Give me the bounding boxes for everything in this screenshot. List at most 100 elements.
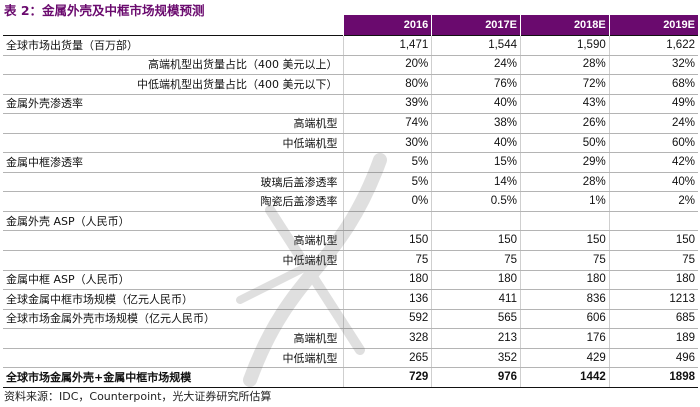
- value-cell: 150: [520, 230, 610, 252]
- value-cell: 565: [431, 309, 521, 330]
- value-cell: 1,622: [609, 35, 698, 56]
- row-label: 高端机型: [3, 113, 344, 134]
- value-cell: 5%: [343, 172, 433, 193]
- table-row: 高端机型 150 150 150 150: [3, 230, 698, 252]
- value-cell: [431, 211, 521, 232]
- table-row: 中低端机型 265 352 429 496: [3, 348, 698, 369]
- row-label: 全球市场出货量（百万部）: [3, 35, 344, 56]
- table-row: 中低端机型 75 75 75 75: [3, 250, 698, 271]
- header-row: 2016 2017E 2018E 2019E: [3, 15, 698, 36]
- value-cell: [343, 211, 433, 232]
- value-cell: 68%: [609, 74, 698, 95]
- table-row: 金属中框 ASP（人民币） 180 180 180 180: [3, 270, 698, 291]
- table-row: 全球市场金属外壳市场规模（亿元人民币） 592 565 606 685: [3, 309, 698, 330]
- table-row: 高端机型 74% 38% 26% 24%: [3, 113, 698, 134]
- value-cell: 75: [609, 250, 698, 271]
- value-cell: 0.5%: [431, 191, 521, 212]
- row-label: 全球金属中框市场规模（亿元人民币）: [3, 289, 344, 310]
- header-cell: 2017E: [431, 15, 521, 36]
- table-row: 高端机型 328 213 176 189: [3, 328, 698, 349]
- value-cell: 1213: [609, 289, 698, 310]
- row-label: 中低端机型: [3, 348, 344, 369]
- value-cell: 40%: [431, 133, 521, 154]
- value-cell: 265: [343, 348, 433, 369]
- value-cell: 24%: [609, 113, 698, 134]
- value-cell: 592: [343, 309, 433, 330]
- value-cell: 685: [609, 309, 698, 330]
- row-label: 中低端机型出货量占比（400 美元以下）: [3, 74, 344, 95]
- value-cell: 213: [431, 328, 521, 349]
- value-cell: 176: [520, 328, 610, 349]
- row-label: 金属外壳 ASP（人民币）: [3, 211, 344, 232]
- total-value-cell: 729: [343, 367, 433, 388]
- row-label: 全球市场金属外壳市场规模（亿元人民币）: [3, 309, 344, 330]
- value-cell: 496: [609, 348, 698, 369]
- value-cell: 40%: [431, 94, 521, 115]
- value-cell: 42%: [609, 152, 698, 173]
- source-note: 资料来源：IDC，Counterpoint，光大证券研究所估算: [4, 390, 272, 403]
- value-cell: 836: [520, 289, 610, 310]
- header-cell: 2018E: [520, 15, 610, 36]
- value-cell: 43%: [520, 94, 610, 115]
- row-label: 中低端机型: [3, 250, 344, 271]
- value-cell: 150: [343, 230, 433, 252]
- row-label: 陶瓷后盖渗透率: [3, 191, 344, 212]
- table-row: 全球金属中框市场规模（亿元人民币） 136 411 836 1213: [3, 289, 698, 310]
- value-cell: 136: [343, 289, 433, 310]
- value-cell: 150: [431, 230, 521, 252]
- value-cell: 1%: [520, 191, 610, 212]
- table-row: 中低端机型出货量占比（400 美元以下） 80% 76% 72% 68%: [3, 74, 698, 95]
- total-value-cell: 1898: [609, 367, 698, 388]
- value-cell: 76%: [431, 74, 521, 95]
- value-cell: 29%: [520, 152, 610, 173]
- value-cell: 180: [431, 270, 521, 291]
- value-cell: 180: [609, 270, 698, 291]
- row-label: 玻璃后盖渗透率: [3, 172, 344, 193]
- value-cell: 180: [520, 270, 610, 291]
- value-cell: 30%: [343, 133, 433, 154]
- value-cell: 14%: [431, 172, 521, 193]
- value-cell: 26%: [520, 113, 610, 134]
- header-cell: 2016: [343, 15, 433, 36]
- table-row: 全球市场出货量（百万部） 1,471 1,544 1,590 1,622: [3, 35, 698, 56]
- row-label: 高端机型: [3, 328, 344, 349]
- value-cell: 20%: [343, 55, 433, 76]
- value-cell: 60%: [609, 133, 698, 154]
- value-cell: 75: [520, 250, 610, 271]
- forecast-table: 2016 2017E 2018E 2019E 全球市场出货量（百万部） 1,471…: [3, 15, 698, 388]
- value-cell: 150: [609, 230, 698, 252]
- value-cell: 0%: [343, 191, 433, 212]
- total-label: 全球市场金属外壳+金属中框市场规模: [3, 367, 344, 388]
- value-cell: 28%: [520, 55, 610, 76]
- table-row: 金属中框渗透率 5% 15% 29% 42%: [3, 152, 698, 173]
- value-cell: 72%: [520, 74, 610, 95]
- value-cell: 50%: [520, 133, 610, 154]
- row-label: 金属外壳渗透率: [3, 94, 344, 115]
- value-cell: [609, 211, 698, 232]
- value-cell: 352: [431, 348, 521, 369]
- value-cell: 74%: [343, 113, 433, 134]
- value-cell: 2%: [609, 191, 698, 212]
- value-cell: 49%: [609, 94, 698, 115]
- total-value-cell: 976: [431, 367, 521, 388]
- row-label: 高端机型出货量占比（400 美元以上）: [3, 55, 344, 76]
- value-cell: 1,471: [343, 35, 433, 56]
- total-value-cell: 1442: [520, 367, 610, 388]
- value-cell: 38%: [431, 113, 521, 134]
- value-cell: 1,544: [431, 35, 521, 56]
- value-cell: 24%: [431, 55, 521, 76]
- row-label: 高端机型: [3, 230, 344, 252]
- table-row: 金属外壳渗透率 39% 40% 43% 49%: [3, 94, 698, 115]
- table-row: 中低端机型 30% 40% 50% 60%: [3, 133, 698, 154]
- value-cell: 15%: [431, 152, 521, 173]
- table-row: 玻璃后盖渗透率 5% 14% 28% 40%: [3, 172, 698, 193]
- value-cell: 606: [520, 309, 610, 330]
- value-cell: 1,590: [520, 35, 610, 56]
- row-label: 金属中框渗透率: [3, 152, 344, 173]
- value-cell: 189: [609, 328, 698, 349]
- table-row: 金属外壳 ASP（人民币）: [3, 211, 698, 232]
- value-cell: 80%: [343, 74, 433, 95]
- value-cell: 5%: [343, 152, 433, 173]
- table-row: 高端机型出货量占比（400 美元以上） 20% 24% 28% 32%: [3, 55, 698, 76]
- value-cell: 429: [520, 348, 610, 369]
